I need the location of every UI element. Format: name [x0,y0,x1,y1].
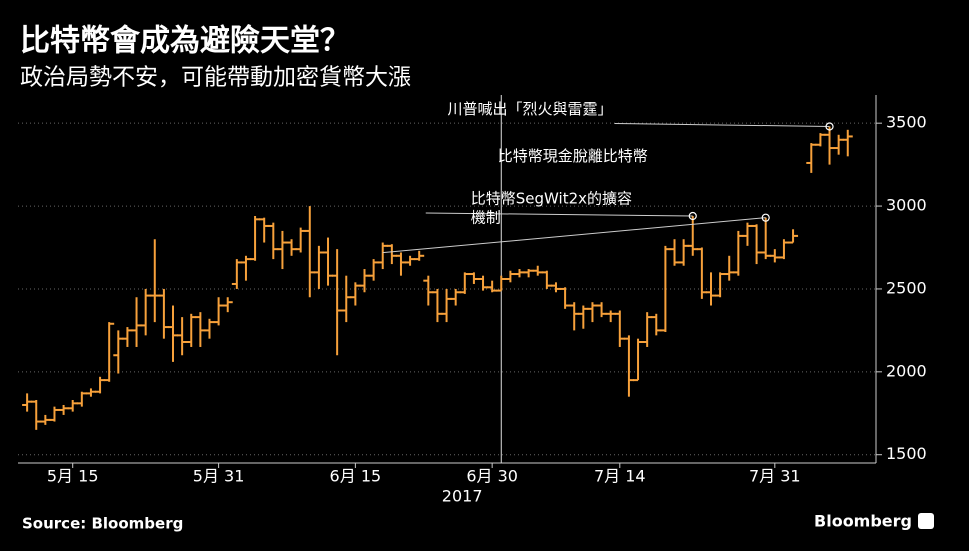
annotation-text: 機制 [471,209,501,227]
x-tick-label: 5月 31 [193,467,245,486]
chart-subtitle: 政治局勢不安，可能帶動加密貨幣大漲 [20,65,411,91]
y-tick-label: 2000 [886,361,927,380]
annotation-leader [425,212,693,217]
annotation-text: 川普喊出「烈火與雷霆」 [448,100,613,118]
annotation-text: 比特幣現金脫離比特幣 [498,147,648,165]
annotation-leader [382,217,766,254]
y-tick-label: 1500 [886,444,927,463]
y-tick-label: 3500 [886,113,927,132]
x-tick-label: 7月 14 [594,467,646,486]
brand-icon [918,513,934,529]
annotation-point [761,213,770,222]
annotation-text: 比特幣SegWit2x的擴容 [471,190,632,208]
y-tick-label: 2500 [886,278,927,297]
y-tick-label: 3000 [886,196,927,215]
x-tick-label: 6月 30 [466,467,518,486]
annotation-point [688,211,697,221]
chart-title: 比特幣會成為避險天堂？ [20,24,350,59]
x-tick-label: 6月 15 [330,467,382,486]
source: Source: Bloomberg [22,515,183,533]
x-year-label: 2017 [442,487,483,506]
annotation-leader [614,122,830,127]
x-tick-label: 7月 31 [749,467,801,486]
x-tick-label: 5月 15 [47,467,99,486]
brand-logo: Bloomberg [814,512,912,531]
annotation-point [825,122,834,131]
